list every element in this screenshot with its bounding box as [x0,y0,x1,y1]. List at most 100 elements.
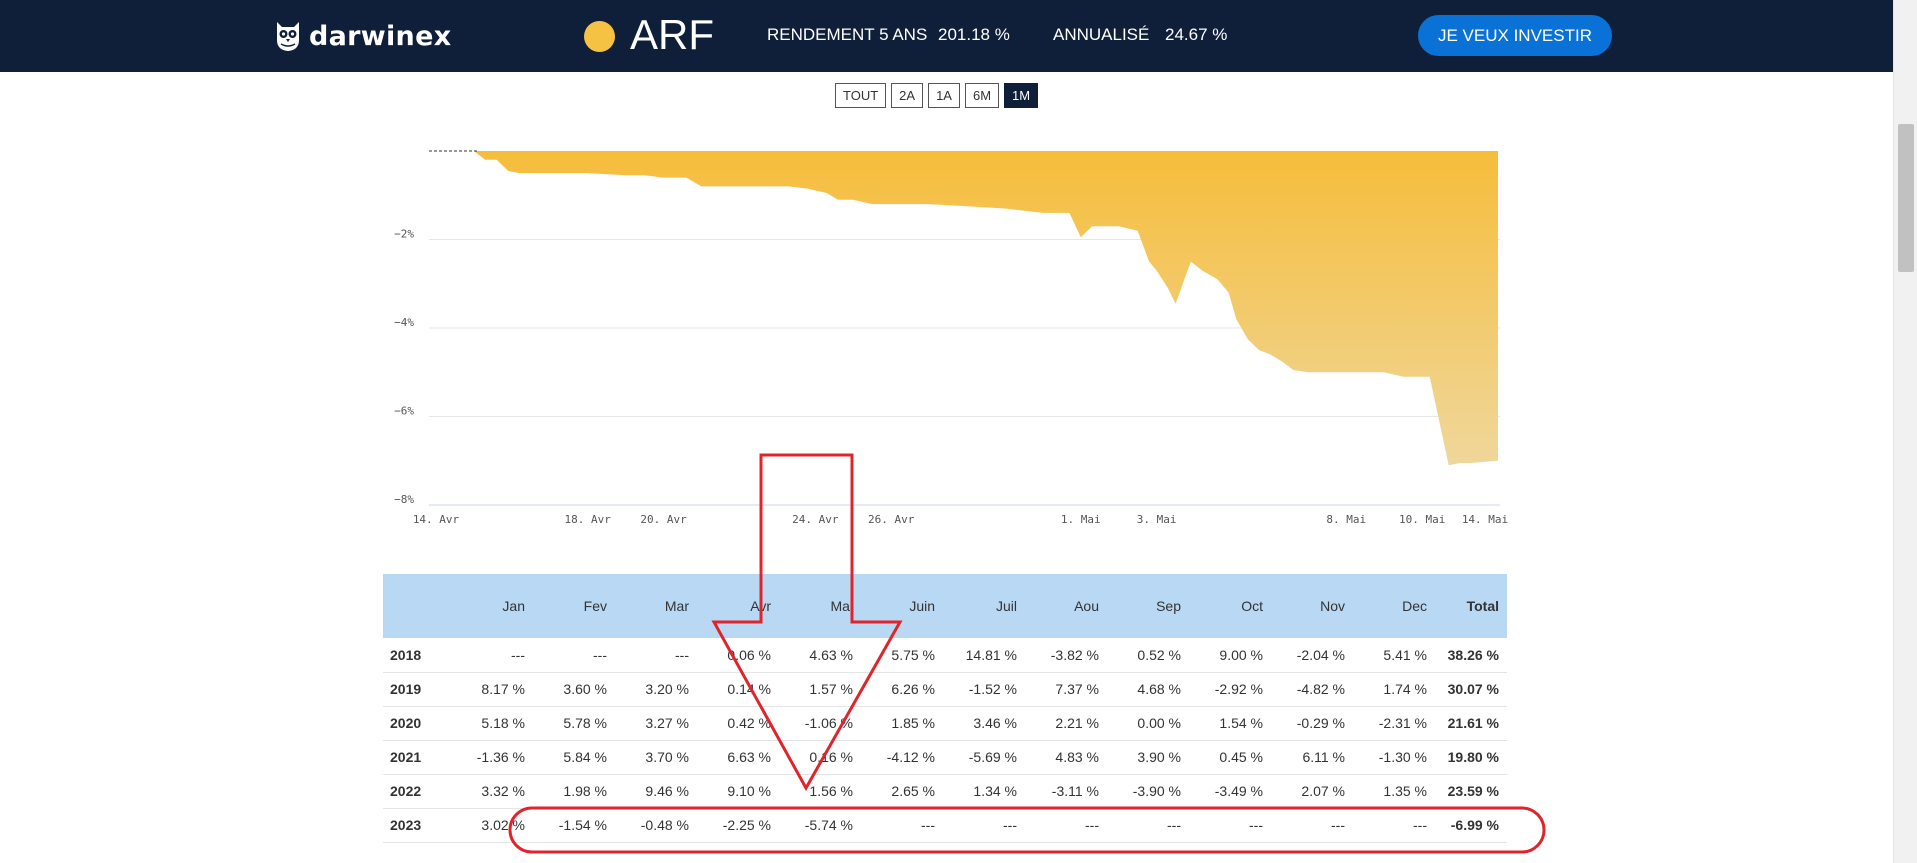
month-value-cell: -3.11 % [1051,783,1099,799]
owl-logo-icon [277,22,299,51]
month-value-cell: 5.18 % [481,715,525,731]
column-header-aou: Aou [1074,598,1099,614]
year-cell: 2020 [390,715,422,731]
month-value-cell: --- [1413,817,1427,833]
y-tick-label: −4% [394,316,414,329]
month-value-cell: 8.17 % [481,681,525,697]
month-value-cell: 14.81 % [965,646,1017,663]
column-header-oct: Oct [1241,598,1263,614]
y-tick-label: −2% [394,228,414,241]
month-value-cell: 4.68 % [1137,681,1181,697]
month-value-cell: --- [1085,817,1099,833]
month-value-cell: 3.20 % [645,681,689,697]
month-value-cell: -2.92 % [1214,681,1263,697]
month-value-cell: 1.74 % [1383,681,1427,697]
month-value-cell: 1.85 % [891,715,935,731]
month-value-cell: -5.69 % [968,749,1017,765]
x-tick-label: 8. Mai [1326,513,1366,526]
column-header-juin: Juin [909,598,935,614]
month-value-cell: 9.46 % [645,783,689,799]
month-value-cell: -3.90 % [1132,783,1181,799]
page-scrollbar[interactable] [1893,0,1917,863]
range-selector: TOUT 2A 1A 6M 1M [835,83,1039,108]
month-value-cell: -1.52 % [968,681,1017,697]
month-value-cell: 3.90 % [1137,749,1181,765]
month-value-cell: 1.34 % [973,783,1017,799]
column-header-jan: Jan [502,598,525,614]
total-cell: -6.99 % [1450,817,1499,833]
month-value-cell: -2.25 % [722,817,771,833]
month-value-cell: 4.83 % [1055,749,1099,765]
month-value-cell: -0.48 % [640,817,689,833]
month-value-cell: 9.10 % [727,783,771,799]
x-tick-label: 14. Mai [1462,513,1508,526]
month-value-cell: 1.56 % [809,783,853,799]
table-header-row: Jan Fev Mar Avr Mai Juin Juil Aou Sep Oct Nov Dec To… [383,574,1507,638]
month-value-cell: -1.30 % [1378,749,1427,765]
month-value-cell: -1.54 % [558,817,607,833]
month-value-cell: 0.45 % [1219,749,1263,765]
month-value-cell: 7.37 % [1055,681,1099,697]
column-header-mai: Mai [830,598,853,614]
brand-name: darwinex [309,20,452,52]
annualized-label: ANNUALISÉ [1053,25,1150,44]
month-value-cell: --- [1331,817,1345,833]
x-tick-label: 14. Avr [413,513,460,526]
month-value-cell: --- [1249,817,1263,833]
month-value-cell: 6.11 % [1302,749,1345,765]
month-value-cell: 5.78 % [563,715,607,731]
x-tick-label: 18. Avr [565,513,612,526]
x-tick-label: 10. Mai [1399,513,1445,526]
month-value-cell: 1.57 % [809,681,853,697]
month-value-cell: --- [675,646,689,663]
month-value-cell: -4.82 % [1296,681,1345,697]
return-5y-value: 201.18 % [938,25,1010,44]
y-tick-label: −8% [394,493,414,506]
top-navbar: darwinex ARF RENDEMENT 5 ANS 201.18 % AN… [0,0,1893,72]
month-value-cell: 3.60 % [563,681,607,697]
month-value-cell: 0.52 % [1137,646,1181,663]
scrollbar-thumb[interactable] [1898,124,1914,272]
month-value-cell: 2.21 % [1055,715,1099,731]
column-header-mar: Mar [664,598,689,614]
month-value-cell: --- [511,646,525,663]
year-cell: 2018 [390,646,422,663]
month-value-cell: 0.00 % [1137,715,1181,731]
monthly-returns-table: Jan Fev Mar Avr Mai Juin Juil Aou Sep Oct Nov Dec To… [383,574,1507,843]
table-row: 2021 -1.36 % 5.84 % 3.70 % 6.63 % 0.16 % -4.12… [383,740,1507,774]
month-value-cell: -1.06 % [804,715,853,731]
month-value-cell: 6.63 % [727,749,771,765]
month-value-cell: 2.07 % [1301,783,1345,799]
month-value-cell: 3.02 % [481,817,525,833]
month-value-cell: -1.36 % [476,749,525,765]
invest-button[interactable]: JE VEUX INVESTIR [1418,15,1612,56]
range-button-1m[interactable]: 1M [1004,83,1039,108]
month-value-cell: --- [593,646,607,663]
column-header-dec: Dec [1402,598,1427,614]
year-cell: 2022 [390,783,422,799]
month-value-cell: 0.06 % [727,646,771,663]
return-5y-label: RENDEMENT 5 ANS [767,25,928,44]
x-tick-label: 3. Mai [1137,513,1177,526]
range-button-1a[interactable]: 1A [928,83,960,108]
column-header-sep: Sep [1156,598,1181,614]
drawdown-chart: −2% −4% −6% −8% 14. Avr 18. Avr 20. Avr 24. Av… [394,150,1508,526]
annualized-value: 24.67 % [1165,25,1228,44]
month-value-cell: 0.14 % [727,681,771,697]
range-button-6m[interactable]: 6M [964,83,1000,108]
darwinex-logo[interactable]: darwinex [275,18,451,54]
total-cell: 21.61 % [1447,715,1499,731]
month-value-cell: -2.04 % [1296,646,1345,663]
ticker-symbol: ARF [630,11,714,58]
month-value-cell: -5.74 % [804,817,853,833]
month-value-cell: 3.27 % [645,715,689,731]
month-value-cell: -0.29 % [1296,715,1345,731]
month-value-cell: --- [921,817,935,833]
month-value-cell: 1.35 % [1383,783,1427,799]
month-value-cell: 4.63 % [809,646,853,663]
year-cell: 2021 [390,749,422,765]
month-value-cell: 9.00 % [1219,646,1263,663]
range-button-2a[interactable]: 2A [891,83,924,108]
range-button-tout[interactable]: TOUT [835,83,887,108]
drawdown-area [436,151,1498,466]
